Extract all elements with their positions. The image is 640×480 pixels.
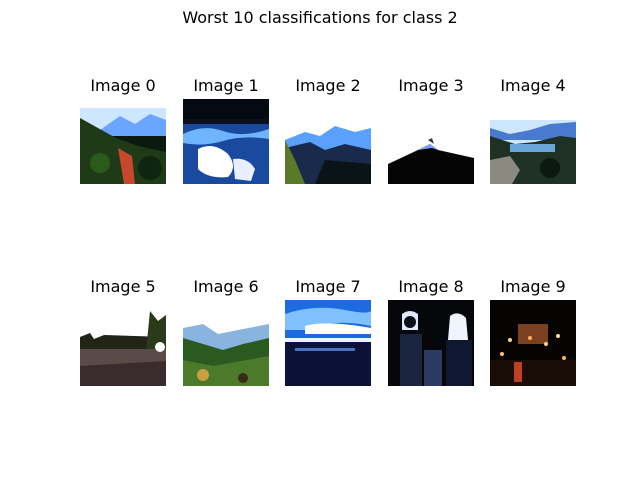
thumbnail-image-7 <box>285 300 371 386</box>
subplot-title: Image 6 <box>193 277 259 296</box>
subplot-title: Image 2 <box>295 76 361 95</box>
thumbnail-image-2 <box>285 120 371 184</box>
thumbnail-image-9 <box>490 300 576 386</box>
subplot-title: Image 4 <box>500 76 566 95</box>
subplot-title: Image 1 <box>193 76 259 95</box>
thumbnail-image-8 <box>388 300 474 386</box>
subplot-title: Image 0 <box>90 76 156 95</box>
thumbnail-image-5 <box>80 311 166 386</box>
figure-title: Worst 10 classifications for class 2 <box>182 8 458 27</box>
subplot-title: Image 3 <box>398 76 464 95</box>
thumbnail-image-4 <box>490 120 576 184</box>
thumbnail-image-1 <box>183 99 269 184</box>
subplot-title: Image 8 <box>398 277 464 296</box>
subplot-title: Image 9 <box>500 277 566 296</box>
thumbnail-image-6 <box>183 320 269 386</box>
thumbnail-image-3 <box>388 136 474 184</box>
thumbnail-image-0 <box>80 108 166 184</box>
subplot-title: Image 5 <box>90 277 156 296</box>
subplot-title: Image 7 <box>295 277 361 296</box>
